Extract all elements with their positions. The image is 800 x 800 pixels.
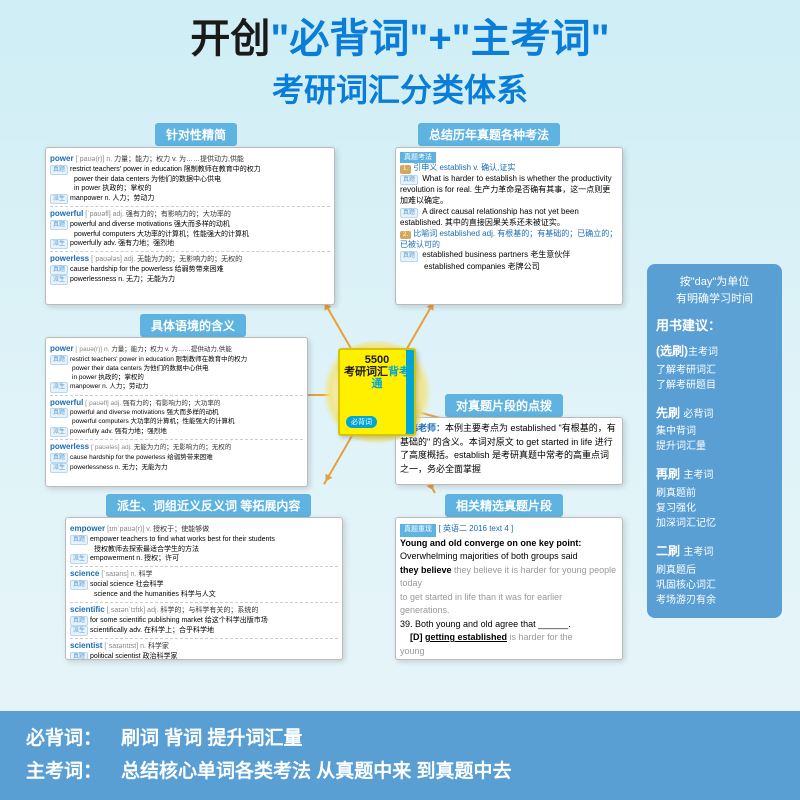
footer: 必背词：刷词 背词 提升词汇量 主考词：总结核心单词各类考法 从真题中来 到真题…	[0, 711, 800, 800]
subtitle: 考研词汇分类体系	[0, 65, 800, 111]
label-5: 派生、词组近义反义词 等拓展内容	[106, 494, 311, 517]
label-1: 针对性精简	[155, 123, 237, 146]
center-book: 5500考研词汇背考通 必背词	[318, 341, 436, 443]
sidebar-sec-1: (选刷)主考词 了解考研词汇 了解考研题目	[656, 342, 773, 393]
sidebar-sec-2: 先刷 必背词 集中背词 提升词汇量	[656, 404, 773, 455]
sidebar-title: 按"day"为单位有明确学习时间	[656, 274, 773, 308]
label-2: 总结历年真题各种考法	[418, 123, 560, 146]
sidebar: 按"day"为单位有明确学习时间 用书建议： (选刷)主考词 了解考研词汇 了解…	[647, 264, 782, 618]
sidebar-sec-4: 二刷 主考词 刷真题后 巩固核心词汇 考场游刃有余	[656, 542, 773, 608]
diagram-area: 针对性精简 总结历年真题各种考法 具体语境的含义 对真题片段的点拨 派生、词组近…	[0, 119, 800, 659]
panel-3: power [ˈpaʊə(r)] n. 力量；能力；权力 v. 为……提供动力,…	[45, 337, 308, 487]
label-3: 具体语境的含义	[140, 314, 246, 337]
sidebar-sec-3: 再刷 主考词 刷真题前 复习强化 加深词汇记忆	[656, 465, 773, 531]
panel-1: power [ˈpaʊə(r)] n. 力量；能力；权力 v. 为……提供动力,…	[45, 147, 335, 305]
panel-5: empower [ɪmˈpaʊə(r)] v. 授权于；使能够做 真题empow…	[65, 517, 343, 660]
header: 开创"必背词"+"主考词" 考研词汇分类体系	[0, 0, 800, 119]
main-title: 开创"必背词"+"主考词"	[0, 15, 800, 63]
title-pre: 开创	[190, 17, 270, 61]
panel-6: 真题重现 [ 英语二 2016 text 4 ] Young and old c…	[395, 517, 623, 660]
label-4: 对真题片段的点拨	[445, 394, 563, 417]
label-6: 相关精选真题片段	[445, 494, 563, 517]
panel-2: 真题考法 1. 引申义 establish v. 确认,证实 真题 What i…	[395, 147, 623, 305]
